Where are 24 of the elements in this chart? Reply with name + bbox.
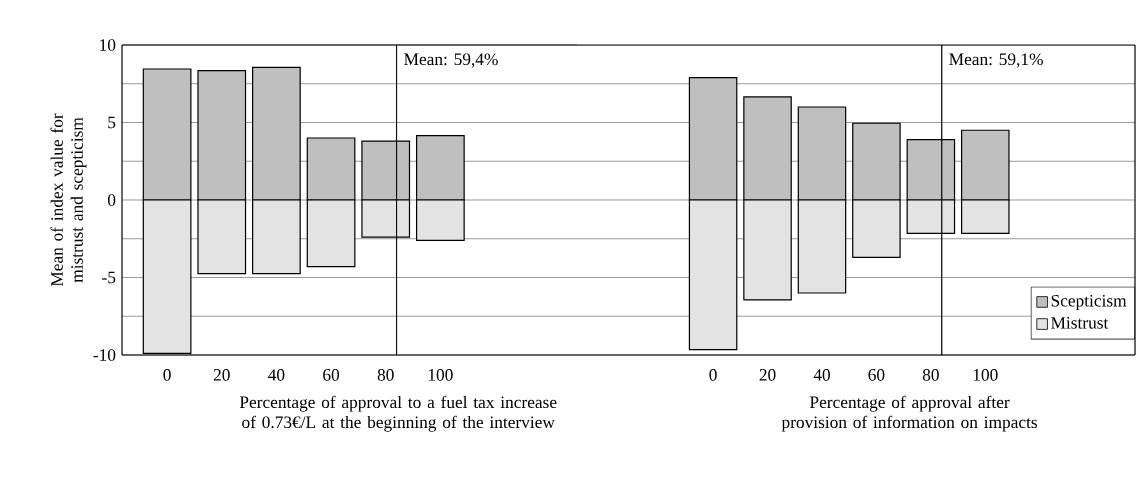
y-tick-label: 5: [108, 116, 116, 129]
x-tick-label: 40: [813, 369, 830, 381]
y-tick-label: -10: [93, 349, 116, 361]
legend-label: Mistrust: [1051, 317, 1109, 329]
x-tick-label: 0: [709, 369, 717, 381]
legend-label: Scepticism: [1051, 294, 1127, 311]
y-axis-title: Mean of index value for mistrust and scepticism: [50, 113, 87, 287]
x-tick-label: 20: [759, 369, 776, 381]
x-tick-label: 40: [268, 369, 285, 381]
annotation: Mean: 59,1%: [949, 53, 1043, 68]
y-tick-label: 10: [100, 39, 116, 51]
y-tick-label: -5: [102, 271, 116, 284]
x-tick-label: 100: [973, 369, 998, 381]
x-tick-label: 60: [868, 369, 885, 381]
x-axis-title: Percentage of approval after provision of information on impacts: [781, 395, 1038, 432]
x-tick-label: 60: [323, 369, 340, 381]
x-axis-title: Percentage of approval to a fuel tax increase of 0.73€/L at the beginning of the interview: [239, 395, 557, 432]
x-tick-label: 20: [213, 369, 230, 381]
x-tick-label: 80: [377, 369, 394, 381]
x-tick-label: 0: [163, 369, 171, 381]
x-tick-label: 100: [428, 369, 453, 381]
y-tick-label: 0: [107, 194, 116, 206]
annotation: Mean: 59,4%: [404, 53, 498, 68]
x-tick-label: 80: [922, 369, 939, 381]
